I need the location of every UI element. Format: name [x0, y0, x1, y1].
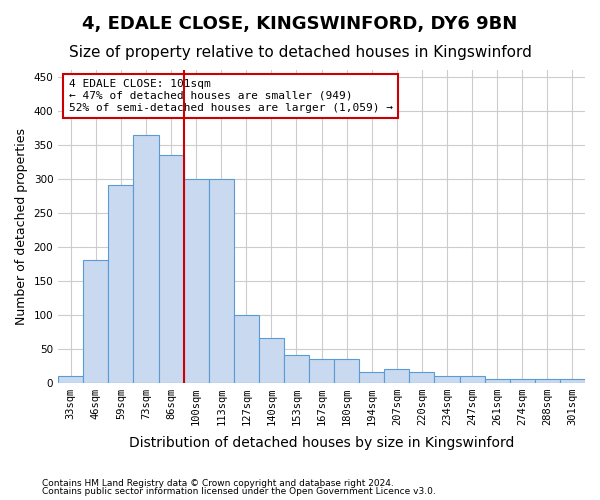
Text: 4 EDALE CLOSE: 101sqm
← 47% of detached houses are smaller (949)
52% of semi-det: 4 EDALE CLOSE: 101sqm ← 47% of detached … [69, 80, 393, 112]
Bar [485, 379, 510, 382]
Bar [434, 376, 460, 382]
Bar [309, 358, 334, 382]
Text: Contains public sector information licensed under the Open Government Licence v3: Contains public sector information licen… [42, 487, 436, 496]
Bar [58, 376, 83, 382]
Y-axis label: Number of detached properties: Number of detached properties [15, 128, 28, 325]
Bar [158, 155, 184, 382]
Text: Contains HM Land Registry data © Crown copyright and database right 2024.: Contains HM Land Registry data © Crown c… [42, 478, 394, 488]
Bar [409, 372, 434, 382]
Bar [359, 372, 385, 382]
Text: 4, EDALE CLOSE, KINGSWINFORD, DY6 9BN: 4, EDALE CLOSE, KINGSWINFORD, DY6 9BN [82, 15, 518, 33]
Bar [209, 178, 234, 382]
Bar [535, 379, 560, 382]
Text: Size of property relative to detached houses in Kingswinford: Size of property relative to detached ho… [68, 45, 532, 60]
X-axis label: Distribution of detached houses by size in Kingswinford: Distribution of detached houses by size … [129, 436, 514, 450]
Bar [460, 376, 485, 382]
Bar [234, 314, 259, 382]
Bar [334, 358, 359, 382]
Bar [259, 338, 284, 382]
Bar [184, 178, 209, 382]
Bar [133, 134, 158, 382]
Bar [385, 369, 409, 382]
Bar [83, 260, 109, 382]
Bar [510, 379, 535, 382]
Bar [284, 356, 309, 382]
Bar [109, 186, 133, 382]
Bar [560, 379, 585, 382]
